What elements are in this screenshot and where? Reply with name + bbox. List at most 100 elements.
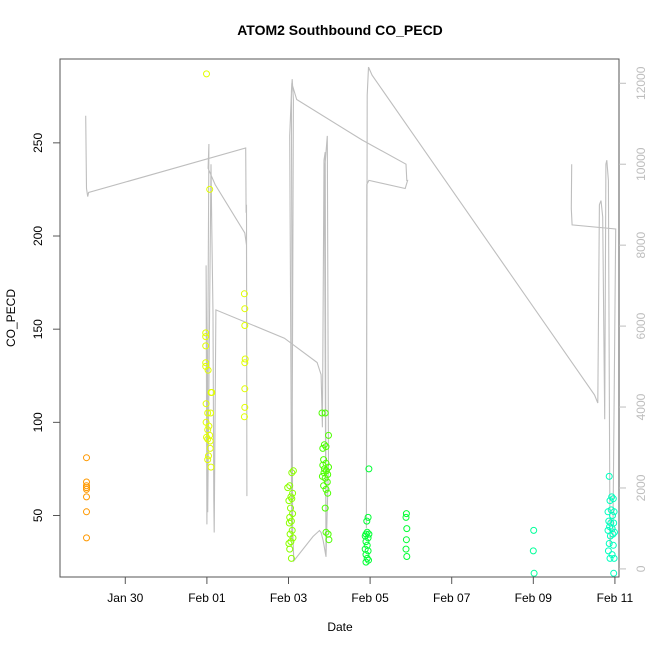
data-point-g1-2 (202, 329, 210, 337)
data-point-g6-14 (611, 528, 618, 536)
data-point-g5-2 (530, 569, 538, 577)
data-point-g6-3 (606, 497, 614, 505)
data-point-g4-17 (402, 513, 410, 521)
data-point-g3-0 (318, 409, 326, 417)
data-point-g1-11 (204, 409, 212, 417)
data-point-g2-9 (285, 519, 293, 527)
data-point-g4-15 (362, 558, 370, 566)
plot-area-border (59, 58, 620, 578)
data-point-g1-4 (202, 342, 210, 350)
y-tick-label-1: 100 (31, 412, 45, 432)
chart-title: ATOM2 Southbound CO_PECD (237, 22, 443, 38)
data-point-g3-23 (325, 536, 333, 544)
data-point-g1-1 (206, 185, 214, 193)
y2-tick-label-1: 2000 (634, 474, 648, 501)
data-point-g1-19 (206, 437, 214, 445)
data-point-g1-28 (241, 359, 249, 367)
data-point-g3-5 (319, 444, 327, 452)
y-tick-label-0: 50 (31, 509, 45, 523)
data-point-g5-0 (530, 526, 538, 534)
data-point-g1-5 (202, 359, 210, 367)
data-point-g1-27 (241, 355, 249, 363)
x-tick-label-2: Feb 03 (270, 591, 308, 605)
data-point-g0-5 (83, 493, 90, 501)
data-point-g6-17 (605, 540, 613, 547)
data-point-g3-2 (325, 431, 332, 439)
x-axis-label: Date (327, 620, 353, 634)
y2-tick-label-2: 4000 (634, 393, 648, 420)
data-point-g1-7 (204, 366, 212, 374)
data-point-g1-14 (205, 422, 213, 430)
data-point-g3-16 (323, 478, 331, 486)
data-point-g1-30 (241, 403, 249, 411)
data-point-g6-16 (606, 532, 614, 540)
y2-tick-label-0: 0 (634, 565, 648, 572)
data-point-g4-13 (363, 554, 371, 562)
data-point-g5-1 (529, 547, 537, 555)
data-point-g1-3 (202, 333, 210, 341)
data-point-g2-17 (289, 467, 297, 475)
y-axis-label: CO_PECD (4, 289, 18, 347)
data-point-g6-19 (604, 547, 612, 555)
data-point-g2-1 (288, 469, 296, 477)
data-point-g1-0 (203, 70, 210, 78)
data-point-g3-15 (321, 474, 329, 482)
data-point-g4-20 (402, 545, 410, 553)
data-point-g4-19 (402, 536, 410, 544)
data-point-g1-31 (240, 413, 248, 421)
data-point-g0-4 (83, 485, 90, 493)
data-point-g6-20 (608, 551, 616, 559)
data-point-g3-3 (320, 441, 328, 449)
data-point-g2-13 (287, 538, 295, 546)
data-point-g3-20 (321, 504, 329, 512)
data-point-g2-19 (288, 495, 296, 503)
data-point-g3-9 (325, 463, 332, 471)
data-point-g4-12 (362, 551, 370, 559)
data-point-g3-1 (321, 409, 329, 417)
scatter-points-layer (83, 70, 618, 577)
data-point-g1-22 (204, 456, 212, 464)
x-tick-label-4: Feb 07 (433, 591, 471, 605)
x-tick-label-5: Feb 09 (515, 591, 553, 605)
data-point-g6-21 (610, 554, 618, 562)
x-tick-label-0: Jan 30 (107, 591, 143, 605)
data-point-g1-29 (241, 385, 249, 393)
data-point-g4-2 (363, 517, 371, 525)
data-point-g3-17 (320, 482, 328, 490)
data-point-g2-0 (286, 482, 294, 490)
y-axis-left: 50 100 150 200 250 (31, 133, 60, 523)
data-point-g4-0 (365, 465, 373, 473)
data-point-g0-0 (83, 454, 90, 462)
data-point-g0-2 (83, 482, 90, 490)
data-point-g4-11 (364, 547, 372, 555)
data-point-g4-16 (402, 510, 410, 518)
data-point-g2-12 (289, 534, 297, 542)
data-point-g2-16 (287, 554, 295, 562)
y-axis-right: 0 2000 4000 6000 8000 10000 12000 (619, 66, 648, 572)
data-point-g1-9 (208, 389, 216, 396)
secondary-line-layer (85, 66, 617, 563)
data-point-g4-1 (364, 513, 372, 521)
data-point-g6-7 (609, 512, 616, 519)
data-point-g4-18 (403, 525, 411, 533)
data-point-g2-8 (287, 517, 295, 525)
y2-tick-label-5: 10000 (634, 147, 648, 181)
data-point-g1-10 (202, 400, 210, 408)
x-tick-label-6: Feb 11 (597, 591, 634, 605)
y2-tick-label-3: 6000 (634, 312, 648, 339)
data-point-g4-21 (403, 553, 411, 560)
data-point-g1-21 (205, 452, 212, 460)
data-point-g1-26 (241, 322, 249, 329)
data-point-g4-5 (365, 530, 373, 538)
data-point-g0-7 (83, 534, 90, 542)
data-point-g1-24 (240, 290, 248, 298)
y-tick-label-3: 200 (31, 226, 45, 246)
data-point-g1-20 (206, 444, 214, 452)
data-point-g4-8 (362, 538, 370, 546)
data-point-g1-25 (241, 305, 249, 313)
data-point-g6-0 (605, 472, 613, 480)
y2-tick-label-6: 12000 (634, 66, 648, 100)
data-point-g6-23 (610, 569, 618, 577)
y-tick-label-4: 250 (31, 133, 45, 153)
